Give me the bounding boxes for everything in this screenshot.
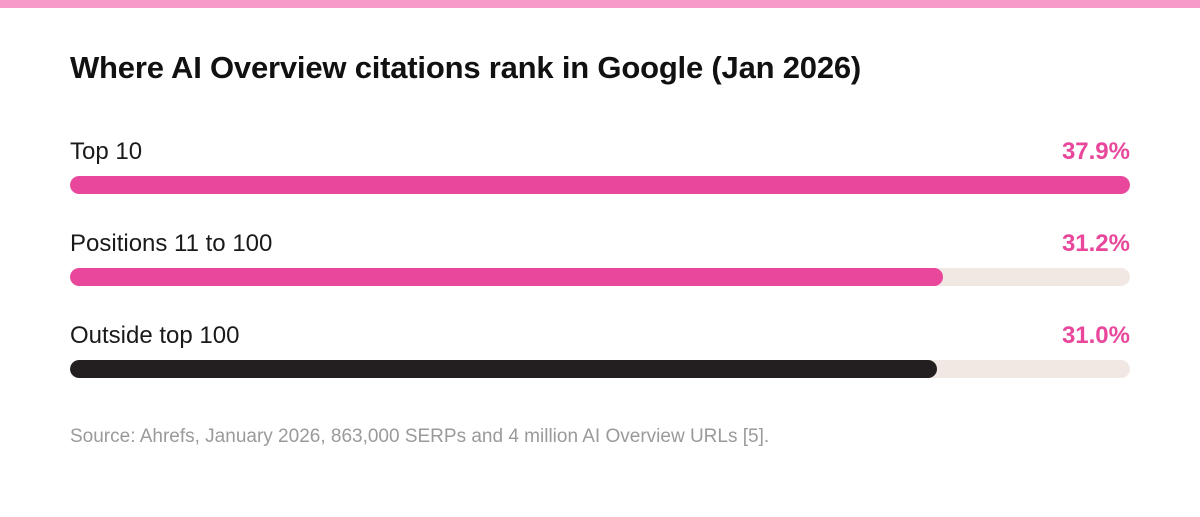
bar-value-label: 31.0% [1061,322,1130,349]
bar-row-outside-top-100: Outside top 100 31.0% [70,318,1130,410]
bar-row-positions-11-to-100: Positions 11 to 100 31.2% [70,226,1130,318]
bar-value-label: 37.9% [1061,138,1130,165]
bar-fill [70,176,1130,194]
bar-track [70,268,1130,286]
bar-track [70,360,1130,378]
bar-track [70,176,1130,194]
bar-label: Outside top 100 [70,322,240,349]
bar-row-top-10: Top 10 37.9% [70,134,1130,226]
chart-title: Where AI Overview citations rank in Goog… [70,50,862,85]
top-accent-stripe [0,0,1200,8]
bar-label: Positions 11 to 100 [70,230,273,257]
bar-fill [70,268,943,286]
bar-label: Top 10 [70,138,143,165]
bar-value-label: 31.2% [1061,230,1130,257]
bar-chart: Top 10 37.9% Positions 11 to 100 31.2% O… [70,134,1130,410]
bar-fill [70,360,938,378]
source-note: Source: Ahrefs, January 2026, 863,000 SE… [70,426,770,447]
